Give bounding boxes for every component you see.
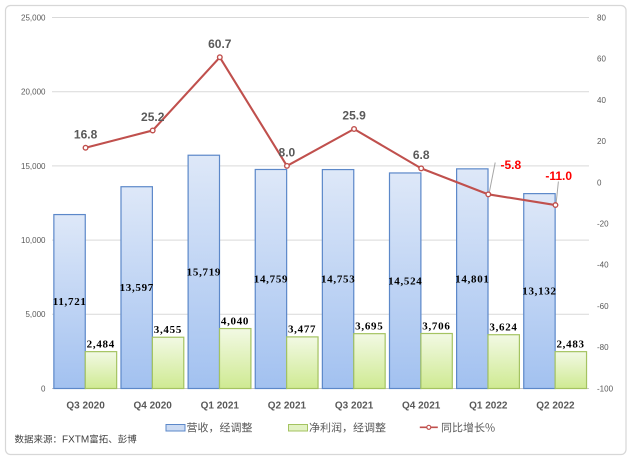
svg-text:Q2 2021: Q2 2021 — [268, 401, 307, 412]
svg-text:60: 60 — [597, 55, 606, 64]
svg-text:5,000: 5,000 — [25, 310, 46, 319]
svg-text:Q2 2022: Q2 2022 — [536, 401, 575, 412]
svg-text:FXTM: FXTM — [62, 435, 89, 446]
svg-text:2,484: 2,484 — [87, 338, 115, 350]
svg-text:25.2: 25.2 — [141, 110, 165, 124]
svg-text:11,721: 11,721 — [53, 296, 87, 308]
svg-text:16.8: 16.8 — [74, 127, 98, 141]
svg-text:25.9: 25.9 — [342, 109, 366, 123]
svg-text:20,000: 20,000 — [21, 88, 46, 97]
svg-text:-40: -40 — [597, 261, 609, 270]
svg-text:Q4 2021: Q4 2021 — [402, 401, 441, 412]
svg-text:25,000: 25,000 — [21, 13, 46, 22]
svg-text:2,483: 2,483 — [556, 339, 584, 351]
svg-text:-80: -80 — [597, 343, 609, 352]
svg-text:3,624: 3,624 — [489, 322, 517, 334]
svg-text:Q1 2022: Q1 2022 — [469, 401, 508, 412]
svg-text:Q1 2021: Q1 2021 — [201, 401, 240, 412]
svg-text:13,597: 13,597 — [120, 282, 154, 294]
svg-text:3,695: 3,695 — [355, 321, 383, 333]
svg-text:40: 40 — [597, 96, 606, 105]
svg-text:0: 0 — [41, 384, 46, 393]
svg-text:Q3 2020: Q3 2020 — [66, 401, 105, 412]
svg-text:3,706: 3,706 — [422, 320, 450, 332]
svg-text:-5.8: -5.8 — [500, 158, 521, 172]
svg-text:-60: -60 — [597, 302, 609, 311]
svg-text:Q4 2020: Q4 2020 — [134, 401, 173, 412]
svg-text:14,524: 14,524 — [388, 275, 422, 287]
svg-text:3,477: 3,477 — [288, 324, 316, 336]
svg-text:15,000: 15,000 — [21, 162, 46, 171]
svg-text:10,000: 10,000 — [21, 236, 46, 245]
svg-text:-11.0: -11.0 — [545, 169, 572, 183]
svg-text:6.8: 6.8 — [413, 148, 430, 162]
svg-text:13,132: 13,132 — [522, 286, 556, 298]
svg-text:14,753: 14,753 — [321, 274, 355, 286]
svg-text:3,455: 3,455 — [154, 324, 182, 336]
svg-text:80: 80 — [597, 13, 606, 22]
svg-text:Q3 2021: Q3 2021 — [335, 401, 374, 412]
svg-text:4,040: 4,040 — [221, 315, 249, 327]
svg-text:20: 20 — [597, 137, 606, 146]
svg-text:60.7: 60.7 — [208, 37, 232, 51]
svg-text:14,801: 14,801 — [455, 273, 489, 285]
svg-text:-100: -100 — [597, 384, 614, 393]
svg-text:8.0: 8.0 — [279, 145, 296, 159]
svg-text:15,719: 15,719 — [187, 267, 221, 279]
svg-text:14,759: 14,759 — [254, 274, 288, 286]
svg-text:-20: -20 — [597, 220, 609, 229]
svg-text:0: 0 — [597, 178, 602, 187]
